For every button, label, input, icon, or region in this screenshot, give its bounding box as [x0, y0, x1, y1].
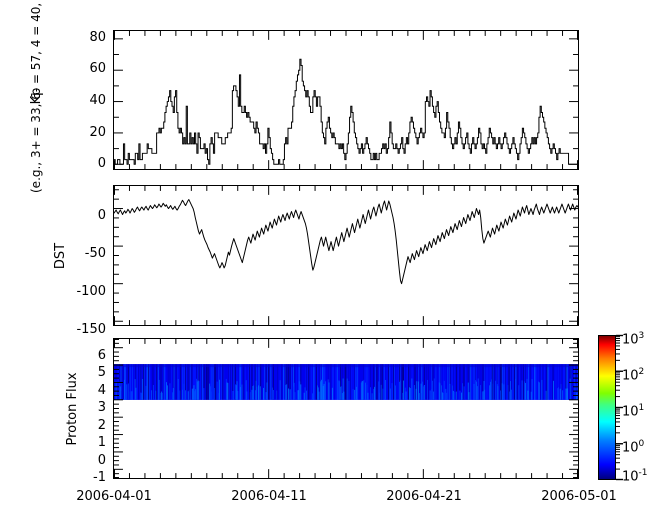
- kp-ylabel-line2: (e.g., 3+ = 33, 6- = 57, 4 = 40, etc.): [29, 0, 43, 193]
- xtick-label-0: 2006-04-01: [76, 489, 152, 504]
- xtick-label-2: 2006-04-21: [386, 489, 462, 504]
- colorbar-gradient: [598, 335, 616, 480]
- dst-ytick-minus100: -100: [76, 284, 106, 299]
- kp-plot-panel: [113, 30, 579, 170]
- flux-tickmarks: [114, 339, 578, 478]
- flux-ytick-3: 3: [97, 400, 106, 415]
- dst-trace: [114, 199, 578, 285]
- colorbar-ticklabel-2: 102: [622, 367, 645, 384]
- flux-ytick-2: 2: [97, 418, 106, 433]
- flux-ytick-4: 4: [97, 383, 106, 398]
- kp-ytick-80: 80: [89, 30, 106, 45]
- flux-ytick-5: 5: [97, 365, 106, 380]
- flux-plot-panel: [113, 338, 579, 479]
- colorbar: [598, 334, 623, 481]
- colorbar-tickmarks: [616, 334, 623, 481]
- kp-trace: [114, 58, 578, 165]
- dst-plot-panel: [113, 185, 579, 326]
- colorbar-ticklabel-0: 100: [622, 439, 645, 456]
- dst-ytick-0: 0: [97, 208, 106, 223]
- dst-ytick-minus50: -50: [84, 246, 106, 261]
- colorbar-ticklabel-minus1: 10-1: [622, 468, 648, 485]
- flux-ytick-1: 1: [97, 435, 106, 450]
- xtick-label-1: 2006-04-11: [231, 489, 307, 504]
- colorbar-ticklabel-3: 103: [622, 331, 645, 348]
- flux-ytick-6: 6: [97, 348, 106, 363]
- flux-ytick-minus1: -1: [93, 470, 106, 485]
- kp-ytick-40: 40: [89, 93, 106, 108]
- kp-ytick-0: 0: [97, 156, 106, 171]
- xtick-label-3: 2006-05-01: [541, 489, 617, 504]
- colorbar-ticklabel-1: 101: [622, 403, 645, 420]
- kp-ytick-20: 20: [89, 125, 106, 140]
- flux-ytick-0: 0: [97, 453, 106, 468]
- kp-tickmarks: [114, 31, 578, 169]
- dst-ytick-minus150: -150: [76, 322, 106, 337]
- dst-tickmarks: [114, 186, 578, 325]
- kp-ytick-60: 60: [89, 61, 106, 76]
